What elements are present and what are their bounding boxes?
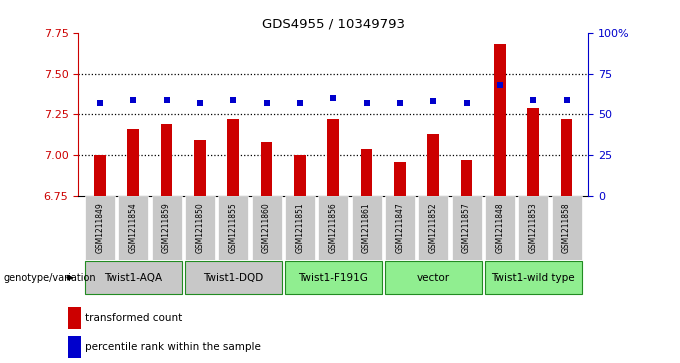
Bar (427, 134, 439, 196)
Text: percentile rank within the sample: percentile rank within the sample (86, 342, 261, 352)
Bar (561, 119, 573, 196)
Point (261, 100, 272, 106)
Text: genotype/variation: genotype/variation (3, 273, 96, 283)
Text: GSM1211856: GSM1211856 (328, 203, 338, 253)
Bar (252, 196, 282, 260)
Bar (152, 196, 182, 260)
Text: GSM1211857: GSM1211857 (462, 203, 471, 253)
Text: GSM1211858: GSM1211858 (562, 203, 571, 253)
Point (394, 100, 405, 106)
Bar (360, 149, 373, 196)
Text: GSM1211855: GSM1211855 (228, 203, 238, 253)
Point (328, 95, 339, 101)
Text: GSM1211847: GSM1211847 (395, 203, 405, 253)
FancyBboxPatch shape (85, 261, 182, 294)
Point (494, 82, 505, 88)
Point (528, 97, 539, 102)
Bar (528, 108, 539, 196)
Bar (68, 336, 81, 358)
Bar (118, 196, 148, 260)
Text: GSM1211850: GSM1211850 (195, 203, 205, 253)
Point (228, 97, 239, 102)
FancyBboxPatch shape (385, 261, 481, 294)
Text: GSM1211851: GSM1211851 (295, 203, 305, 253)
Text: Twist1-F191G: Twist1-F191G (299, 273, 368, 283)
FancyBboxPatch shape (285, 261, 381, 294)
Bar (194, 140, 206, 196)
Text: GSM1211859: GSM1211859 (162, 203, 171, 253)
Bar (227, 119, 239, 196)
Point (294, 100, 305, 106)
Point (428, 98, 439, 104)
Bar (260, 142, 273, 196)
Point (194, 100, 205, 106)
Bar (352, 196, 381, 260)
Text: GSM1211861: GSM1211861 (362, 203, 371, 253)
FancyBboxPatch shape (485, 261, 581, 294)
Bar (418, 196, 448, 260)
Bar (485, 196, 515, 260)
Title: GDS4955 / 10349793: GDS4955 / 10349793 (262, 17, 405, 30)
FancyBboxPatch shape (185, 261, 282, 294)
Text: GSM1211860: GSM1211860 (262, 203, 271, 253)
Bar (494, 44, 506, 196)
Text: Twist1-DQD: Twist1-DQD (203, 273, 263, 283)
Bar (461, 160, 473, 196)
Bar (94, 155, 105, 196)
Point (128, 97, 139, 102)
Bar (294, 155, 306, 196)
Bar (85, 196, 115, 260)
Bar (218, 196, 248, 260)
Text: vector: vector (417, 273, 449, 283)
Bar (551, 196, 581, 260)
Text: GSM1211853: GSM1211853 (529, 203, 538, 253)
Point (161, 97, 172, 102)
Bar (452, 196, 481, 260)
Point (561, 97, 572, 102)
Bar (68, 307, 81, 329)
Text: GSM1211852: GSM1211852 (428, 203, 438, 253)
Bar (518, 196, 548, 260)
Text: GSM1211854: GSM1211854 (129, 203, 137, 253)
Text: GSM1211849: GSM1211849 (95, 203, 104, 253)
Text: Twist1-wild type: Twist1-wild type (492, 273, 575, 283)
Text: Twist1-AQA: Twist1-AQA (104, 273, 163, 283)
Text: transformed count: transformed count (86, 313, 183, 323)
Bar (394, 162, 406, 196)
Text: GSM1211848: GSM1211848 (495, 203, 505, 253)
Bar (127, 129, 139, 196)
Bar (160, 124, 172, 196)
Point (461, 100, 472, 106)
Bar (318, 196, 348, 260)
Bar (285, 196, 315, 260)
Bar (385, 196, 415, 260)
Bar (327, 119, 339, 196)
Bar (185, 196, 215, 260)
Point (361, 100, 372, 106)
Point (95, 100, 105, 106)
